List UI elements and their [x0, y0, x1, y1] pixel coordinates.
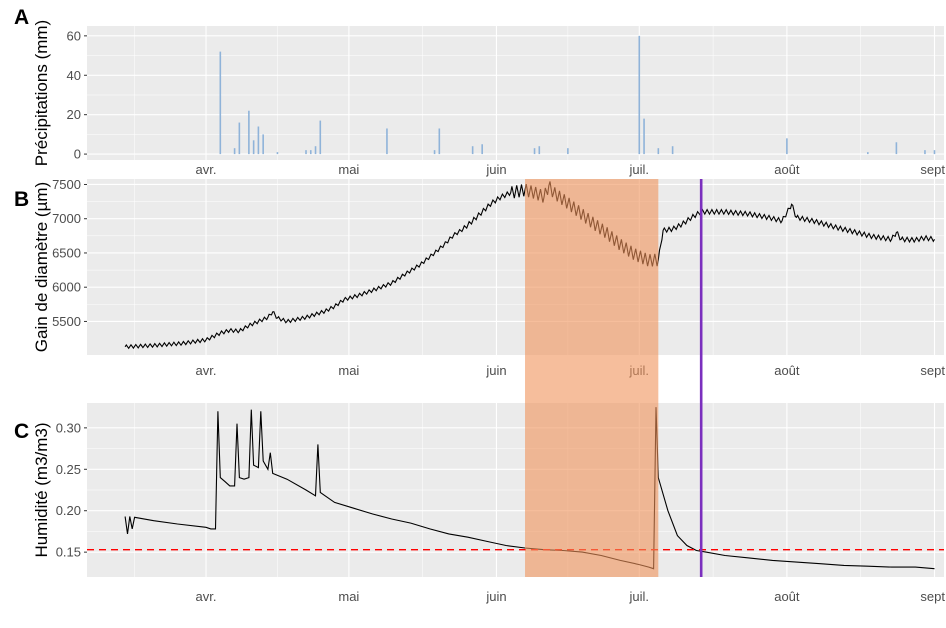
- panel-letter: B: [14, 188, 29, 211]
- panel-c: 0.15 0.20 0.25 0.30 avr. mai juin juil. août sept…: [14, 403, 946, 604]
- y-tick-label: 7000: [52, 211, 81, 226]
- y-tick-label: 0.20: [56, 503, 81, 518]
- x-tick-label: août: [774, 363, 800, 378]
- precip-bar: [309, 150, 312, 155]
- x-tick-label: juin: [485, 363, 506, 378]
- precip-bar: [319, 120, 322, 155]
- y-axis-label: Humidité (m3/m3): [32, 422, 51, 557]
- precip-bar: [481, 144, 483, 155]
- y-tick-label: 0.30: [56, 420, 81, 435]
- x-tick-label: mai: [338, 363, 359, 378]
- precip-bar: [257, 126, 260, 155]
- panel-letter: C: [14, 420, 29, 443]
- y-tick-label: 7500: [52, 177, 81, 192]
- y-tick-label: 40: [67, 68, 81, 83]
- y-tick-label: 60: [67, 28, 81, 43]
- x-tick-label: avr.: [196, 589, 217, 604]
- x-tick-label: avr.: [196, 363, 217, 378]
- y-tick-label: 5500: [52, 314, 81, 329]
- x-tick-label: août: [774, 162, 800, 177]
- y-tick-label: 6500: [52, 245, 81, 260]
- precip-bar: [567, 148, 569, 155]
- precip-bar: [657, 148, 660, 155]
- y-axis-label: Précipitations (mm): [32, 20, 51, 166]
- drought-period-shade: [525, 179, 659, 577]
- precip-bar: [233, 148, 236, 155]
- y-axis-label: Gain de diamètre (µm): [32, 182, 51, 352]
- panel-b: 55006000650070007500avr.maijuinjuil.août…: [14, 177, 946, 378]
- precip-bar: [643, 118, 645, 155]
- precip-bar: [471, 146, 474, 155]
- series-line: [124, 407, 935, 570]
- panel-letter: A: [14, 6, 29, 29]
- precip-bar: [638, 35, 641, 155]
- x-tick-label: sept.: [920, 363, 946, 378]
- y-tick-label: 20: [67, 107, 81, 122]
- precip-bar: [252, 140, 255, 155]
- precip-bar: [438, 128, 441, 155]
- x-tick-label: mai: [338, 589, 359, 604]
- precip-bar: [238, 122, 241, 155]
- precip-bar: [533, 148, 536, 155]
- precip-bar: [671, 146, 674, 155]
- precip-bar: [933, 150, 936, 155]
- y-tick-label: 0.15: [56, 545, 81, 560]
- x-tick-label: mai: [338, 162, 359, 177]
- precip-bar: [305, 150, 307, 155]
- x-tick-label: juil.: [629, 162, 650, 177]
- precip-bar: [262, 134, 264, 155]
- x-tick-label: juin: [485, 589, 506, 604]
- x-tick-label: juin: [485, 162, 506, 177]
- x-tick-label: sept.: [920, 162, 946, 177]
- panel-background: [87, 26, 944, 160]
- precip-bar: [924, 150, 926, 155]
- x-tick-label: avr.: [196, 162, 217, 177]
- y-tick-label: 6000: [52, 280, 81, 295]
- precip-bar: [538, 146, 541, 155]
- precip-bar: [433, 150, 436, 155]
- precip-bar: [219, 51, 222, 155]
- panel-a: 0 20 40 60 avr. mai juin juil. août sept. Précipit…: [14, 6, 946, 177]
- x-tick-label: août: [774, 589, 800, 604]
- precip-bar: [786, 138, 788, 155]
- precip-bar: [276, 152, 279, 155]
- x-tick-label: sept.: [920, 589, 946, 604]
- precip-bar: [248, 110, 250, 155]
- precip-bar: [895, 142, 898, 155]
- x-tick-label: juil.: [629, 589, 650, 604]
- panel-background: [87, 179, 944, 355]
- y-tick-label: 0: [74, 147, 81, 162]
- precip-bar: [314, 146, 317, 155]
- y-tick-label: 0.25: [56, 462, 81, 477]
- precip-bar: [867, 152, 869, 155]
- precip-bar: [386, 128, 388, 155]
